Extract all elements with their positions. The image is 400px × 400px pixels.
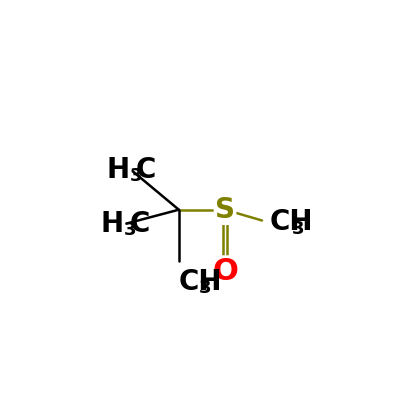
Text: 3: 3 — [130, 168, 142, 186]
Text: CH: CH — [270, 208, 313, 236]
Text: 3: 3 — [292, 220, 304, 238]
Text: 3: 3 — [123, 221, 136, 239]
Text: C: C — [136, 156, 156, 184]
Text: 3: 3 — [199, 279, 211, 297]
Text: O: O — [212, 257, 238, 286]
Text: S: S — [215, 196, 235, 224]
Text: C: C — [130, 210, 150, 238]
Text: CH: CH — [179, 268, 222, 296]
Text: H: H — [100, 210, 123, 238]
Text: H: H — [106, 156, 130, 184]
